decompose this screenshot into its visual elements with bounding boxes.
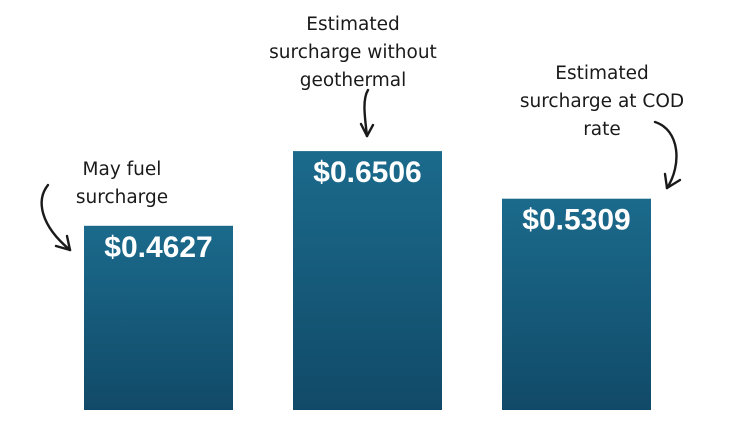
bar-2 [293,151,442,410]
annotation-line: surcharge at COD [520,91,684,112]
arrow-icon [359,88,375,138]
bar-1 [84,225,233,410]
annotation-line: rate [583,119,621,140]
bar-annotation: May fuel surcharge [76,159,168,208]
annotation-line: May fuel [83,159,162,180]
bar-value-label: $0.4627 [104,231,212,264]
bar-3 [502,198,651,410]
annotation-line: surcharge [76,187,168,208]
bar-value-label: $0.6506 [313,156,421,189]
annotation-line: Estimated [555,63,648,84]
annotation-line: surcharge without [269,42,437,63]
annotation-line: geothermal [300,70,407,91]
arrows-group [40,88,682,252]
bars-group: $0.4627 $0.6506 $0.5309 [84,151,651,410]
annotations-group: May fuel surcharge Estimated surcharge with… [76,14,684,208]
arrow-icon [653,120,682,190]
arrow-icon [40,183,72,252]
annotation-line: Estimated [306,14,399,35]
bar-annotation: Estimated surcharge without geothermal [269,14,437,91]
bar-value-label: $0.5309 [522,204,630,237]
bar-annotation: Estimated surcharge at COD rate [520,63,684,140]
